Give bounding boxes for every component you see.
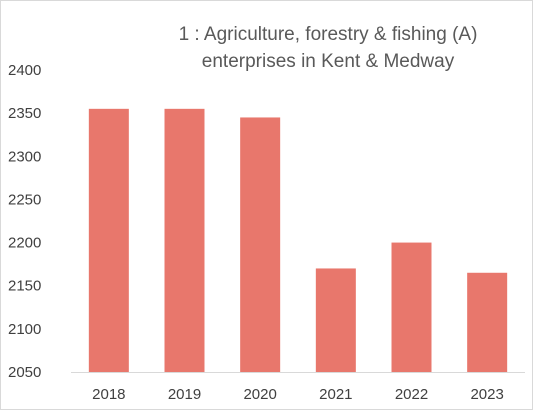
y-tick-label: 2300 — [8, 148, 41, 165]
x-tick-label: 2018 — [92, 386, 125, 403]
chart-title-line-1: 1 : Agriculture, forestry & fishing (A) — [179, 24, 478, 45]
x-tick-label: 2023 — [470, 386, 503, 403]
x-tick-label: 2019 — [168, 386, 201, 403]
bars — [88, 108, 508, 372]
chart-title-line-2: enterprises in Kent & Medway — [202, 51, 455, 72]
y-axis-ticks: 2050 2100 2150 2200 2250 2300 2350 2400 — [8, 62, 41, 381]
x-tick-label: 2022 — [395, 386, 428, 403]
y-tick-label: 2050 — [8, 364, 41, 381]
y-tick-label: 2250 — [8, 191, 41, 208]
bar-2020 — [240, 117, 281, 372]
bar-2022 — [391, 242, 432, 372]
x-tick-label: 2021 — [319, 386, 352, 403]
y-tick-label: 2350 — [8, 105, 41, 122]
bar-2019 — [164, 108, 205, 372]
bar-2023 — [467, 272, 508, 372]
chart-title: 1 : Agriculture, forestry & fishing (A) … — [179, 24, 478, 72]
y-tick-label: 2400 — [8, 62, 41, 79]
x-tick-label: 2020 — [243, 386, 276, 403]
bar-2021 — [315, 268, 356, 372]
y-tick-label: 2200 — [8, 235, 41, 252]
x-axis-ticks: 2018 2019 2020 2021 2022 2023 — [92, 386, 504, 403]
y-tick-label: 2100 — [8, 321, 41, 338]
y-tick-label: 2150 — [8, 278, 41, 295]
bar-2018 — [88, 108, 129, 372]
